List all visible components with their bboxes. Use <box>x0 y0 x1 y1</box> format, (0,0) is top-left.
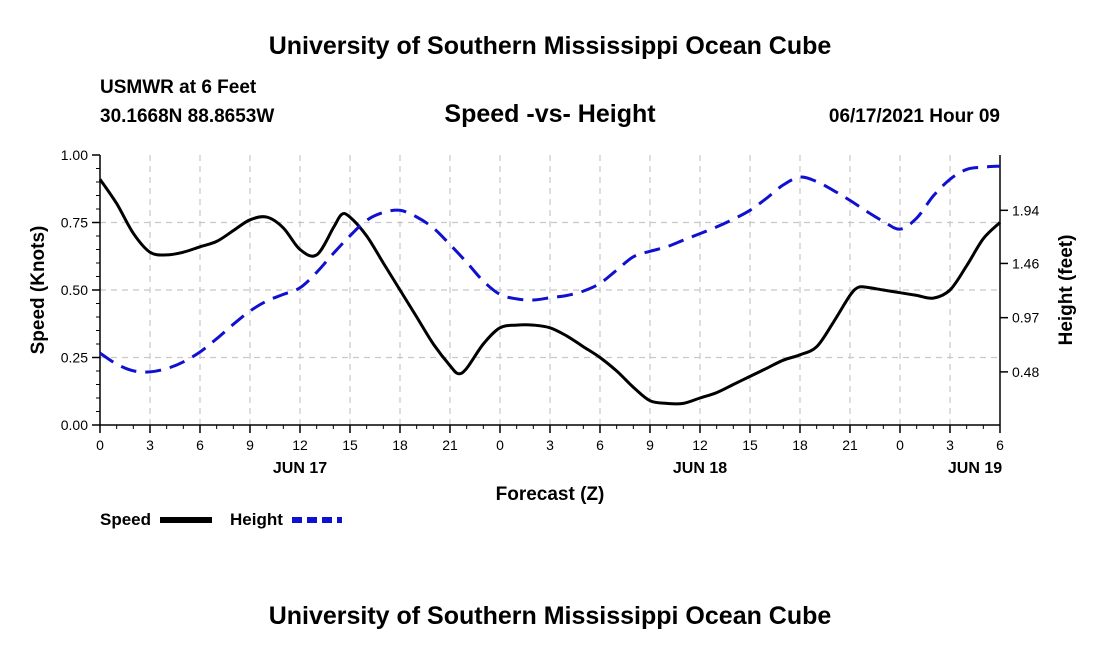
page-title: University of Southern Mississippi Ocean… <box>268 32 832 60</box>
x-tick-label: 6 <box>996 437 1004 453</box>
x-tick-label: 0 <box>496 437 504 453</box>
series-line-height <box>99 164 1001 374</box>
x-tick-label: 12 <box>292 437 308 453</box>
data-series <box>98 164 1002 406</box>
x-tick-label: 6 <box>196 437 204 453</box>
y-right-axis-title: Height (feet) <box>1056 235 1077 346</box>
grid-lines <box>100 155 1000 425</box>
y-left-tick-label: 0.75 <box>61 215 88 231</box>
x-tick-label: 15 <box>342 437 358 453</box>
y-right-tick-label: 1.94 <box>1012 202 1039 218</box>
x-tick-label: 15 <box>742 437 758 453</box>
day-label: JUN 17 <box>273 460 327 477</box>
x-tick-label: 18 <box>392 437 408 453</box>
x-tick-label: 0 <box>896 437 904 453</box>
chart-title: Speed -vs- Height <box>444 100 656 128</box>
x-tick-label: 3 <box>946 437 954 453</box>
station-coords: 30.1668N 88.8653W <box>100 106 275 127</box>
day-label: JUN 18 <box>673 460 727 477</box>
legend: Speed Height <box>100 510 342 529</box>
y-left-tick-label: 0.50 <box>61 282 88 298</box>
series-line-speed <box>98 178 1002 406</box>
x-tick-label: 9 <box>246 437 254 453</box>
legend-speed-label: Speed <box>100 510 151 529</box>
x-tick-label: 3 <box>146 437 154 453</box>
y-left-tick-label: 0.25 <box>61 350 88 366</box>
x-tick-label: 18 <box>792 437 808 453</box>
x-tick-label: 21 <box>442 437 458 453</box>
x-tick-label: 12 <box>692 437 708 453</box>
day-label: JUN 19 <box>948 460 1002 477</box>
y-left-tick-label: 1.00 <box>61 147 88 163</box>
x-tick-label: 21 <box>842 437 858 453</box>
y-right-tick-label: 1.46 <box>1012 255 1039 271</box>
footer-title: University of Southern Mississippi Ocean… <box>268 602 832 630</box>
axes <box>92 154 1008 433</box>
axis-labels: 0 3 6 9 12 15 18 21 0 3 6 9 12 15 18 21 0 3 6 JUN 17 JUN 18 J… <box>28 147 1077 505</box>
x-tick-label: 6 <box>596 437 604 453</box>
y-left-axis-title: Speed (Knots) <box>28 226 49 355</box>
x-tick-label: 0 <box>96 437 104 453</box>
x-tick-label: 9 <box>646 437 654 453</box>
y-right-tick-label: 0.48 <box>1012 364 1039 380</box>
y-right-tick-label: 0.97 <box>1012 310 1039 326</box>
y-left-tick-label: 0.00 <box>61 417 88 433</box>
forecast-datetime: 06/17/2021 Hour 09 <box>828 106 1000 127</box>
x-axis-title: Forecast (Z) <box>496 484 605 505</box>
station-name: USMWR at 6 Feet <box>100 77 257 98</box>
x-tick-label: 3 <box>546 437 554 453</box>
legend-height-label: Height <box>230 510 283 529</box>
